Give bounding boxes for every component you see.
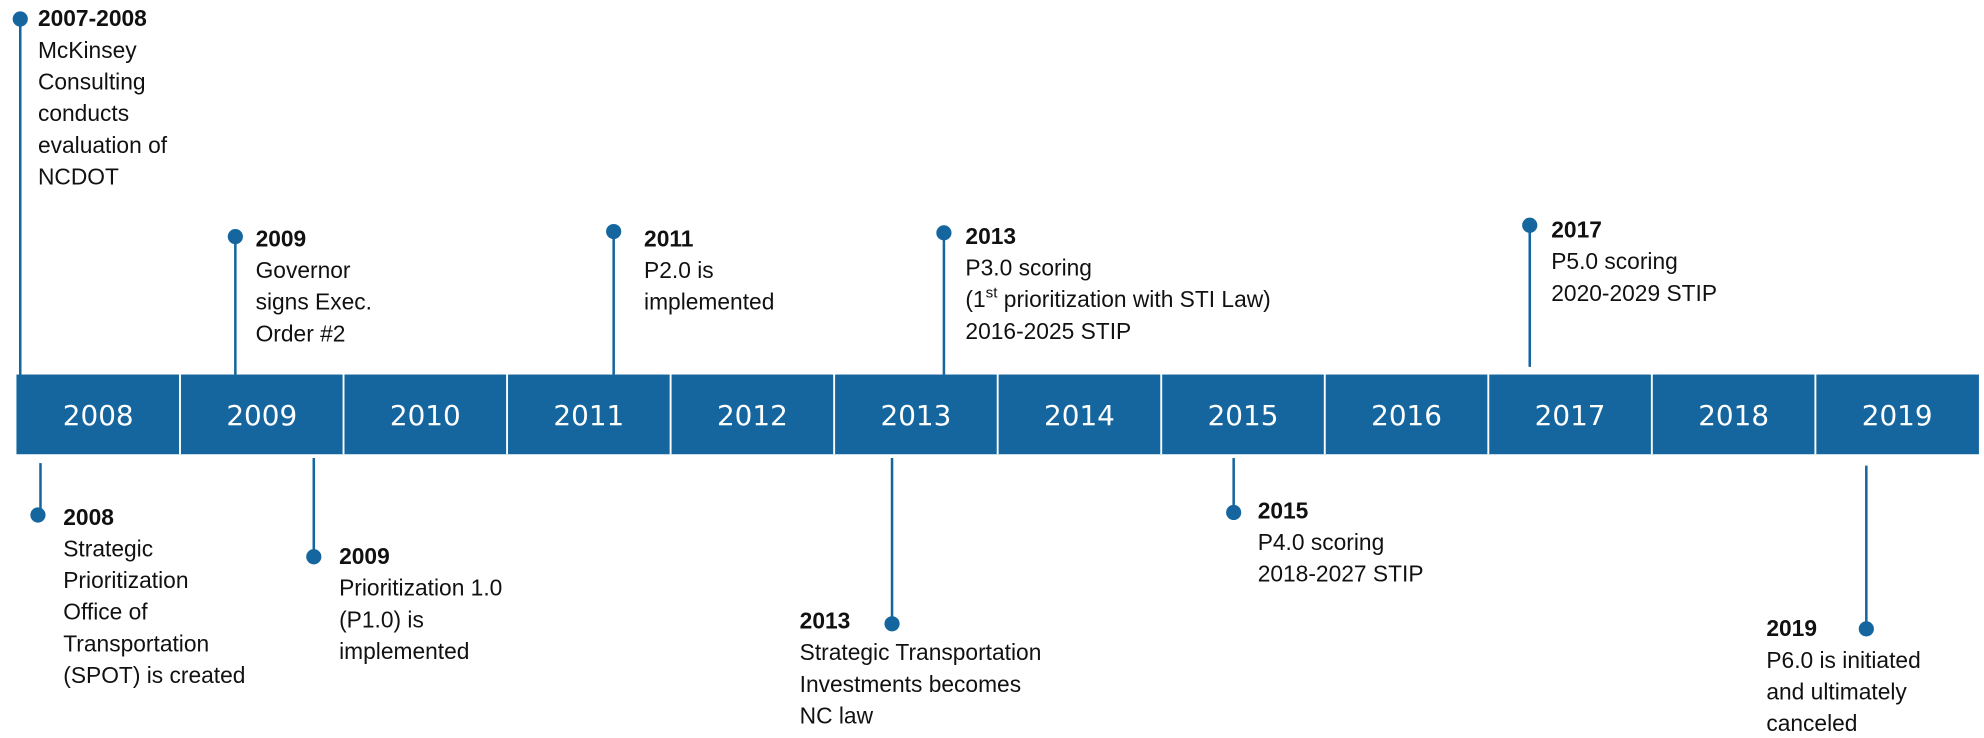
event-text-part: (1 <box>965 286 985 312</box>
event-year: 2013 <box>800 608 851 634</box>
event-dot <box>884 616 900 632</box>
event-text: Prioritization <box>63 567 188 593</box>
event-text: (P1.0) is <box>339 606 424 632</box>
year-label: 2018 <box>1698 399 1769 432</box>
event-year: 2009 <box>256 225 307 251</box>
event-text: signs Exec. <box>256 289 372 315</box>
event-text: NCDOT <box>38 163 119 189</box>
event-text: conducts <box>38 100 129 126</box>
event-text: P2.0 is <box>644 257 714 283</box>
event-text: canceled <box>1766 710 1857 736</box>
timeline-content: 2008 2009 2010 2011 2012 2013 2014 2015 2016 2017… <box>12 5 1979 736</box>
event-dot <box>12 11 28 27</box>
event-dot <box>1858 621 1874 637</box>
event-dot <box>1226 504 1242 521</box>
event-text: Investments becomes <box>800 671 1021 697</box>
event-year: 2007-2008 <box>38 5 147 31</box>
year-label: 2015 <box>1208 399 1279 432</box>
event-text: Transportation <box>63 630 209 656</box>
event-text: 2016-2025 STIP <box>965 318 1131 344</box>
event-text: P5.0 scoring <box>1551 248 1678 274</box>
event-year: 2017 <box>1551 217 1602 243</box>
event-year: 2009 <box>339 543 390 569</box>
event-text: Governor <box>256 257 351 283</box>
event-text: (SPOT) is created <box>63 662 245 688</box>
event-text: P6.0 is initiated <box>1766 647 1920 673</box>
year-label: 2009 <box>226 399 297 432</box>
year-label: 2008 <box>63 399 134 432</box>
event-dot <box>306 549 322 565</box>
event-text: P3.0 scoring <box>965 255 1092 281</box>
year-label: 2014 <box>1044 399 1115 432</box>
year-label: 2019 <box>1862 399 1933 432</box>
event-text: implemented <box>339 638 469 664</box>
event-year: 2015 <box>1258 497 1309 523</box>
event-dot <box>936 225 952 241</box>
event-text: (1st prioritization with STI Law) <box>965 285 1270 313</box>
event-text: Order #2 <box>256 320 346 346</box>
event-text: and ultimately <box>1766 678 1907 704</box>
event-text: Consulting <box>38 69 146 95</box>
event-text-part: prioritization with STI Law) <box>997 286 1270 312</box>
event-text: Strategic Transportation <box>800 639 1042 665</box>
year-label: 2013 <box>881 399 952 432</box>
event-text: Office of <box>63 599 148 625</box>
event-text: NC law <box>800 702 874 728</box>
event-year: 2013 <box>965 223 1016 249</box>
event-text: McKinsey <box>38 37 137 63</box>
event-dot <box>30 507 46 523</box>
superscript: st <box>986 285 999 302</box>
event-text: 2020-2029 STIP <box>1551 280 1717 306</box>
event-dot <box>227 229 243 245</box>
year-label: 2016 <box>1371 399 1442 432</box>
event-text: Prioritization 1.0 <box>339 575 502 601</box>
year-label: 2011 <box>553 399 624 432</box>
year-label: 2010 <box>390 399 461 432</box>
event-dot <box>606 223 622 240</box>
year-label: 2012 <box>717 399 788 432</box>
event-text: evaluation of <box>38 132 168 158</box>
event-text: implemented <box>644 289 774 315</box>
event-text: P4.0 scoring <box>1258 529 1385 555</box>
event-text: Strategic <box>63 535 153 561</box>
year-label: 2017 <box>1535 399 1606 432</box>
event-year: 2008 <box>63 504 114 530</box>
event-text: 2018-2027 STIP <box>1258 561 1424 587</box>
event-year: 2019 <box>1766 615 1817 641</box>
event-dot <box>1522 217 1538 233</box>
event-year: 2011 <box>644 225 694 251</box>
